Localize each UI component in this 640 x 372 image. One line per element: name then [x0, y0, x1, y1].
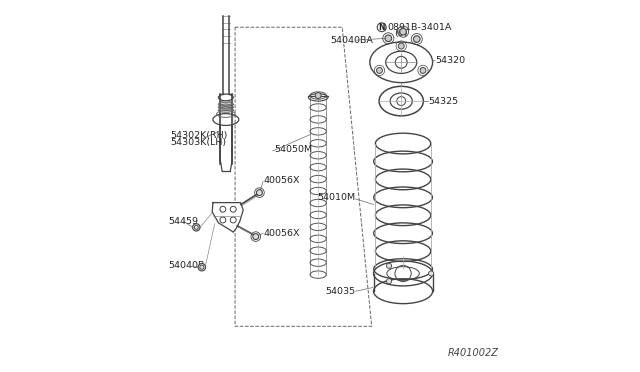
Text: 54459: 54459: [168, 217, 198, 225]
Circle shape: [387, 263, 392, 269]
Text: R401002Z: R401002Z: [448, 348, 499, 358]
Text: N: N: [378, 23, 385, 32]
Text: 40056X: 40056X: [264, 230, 300, 238]
Text: 40056X: 40056X: [264, 176, 300, 185]
Circle shape: [387, 279, 392, 284]
Text: 54302K(RH): 54302K(RH): [170, 131, 228, 140]
Circle shape: [198, 263, 205, 271]
Circle shape: [253, 234, 259, 240]
Circle shape: [376, 67, 383, 73]
Polygon shape: [212, 203, 243, 232]
Text: 54325: 54325: [428, 97, 458, 106]
Circle shape: [193, 224, 200, 231]
Text: 0891B-3401A: 0891B-3401A: [387, 23, 452, 32]
Circle shape: [316, 93, 321, 99]
Circle shape: [385, 35, 392, 42]
Circle shape: [413, 36, 420, 42]
Circle shape: [257, 190, 262, 196]
Text: 54040BA: 54040BA: [330, 36, 373, 45]
Text: (6): (6): [394, 29, 407, 38]
Text: 54010M: 54010M: [317, 193, 355, 202]
Text: 54320: 54320: [436, 56, 466, 65]
Text: 54040B: 54040B: [168, 260, 205, 269]
Circle shape: [420, 67, 426, 73]
Text: 54035: 54035: [325, 287, 355, 296]
Circle shape: [429, 271, 434, 276]
Text: 54050M: 54050M: [274, 145, 312, 154]
Text: 54303K(LH): 54303K(LH): [170, 138, 227, 147]
Circle shape: [400, 28, 406, 35]
Circle shape: [398, 43, 404, 49]
